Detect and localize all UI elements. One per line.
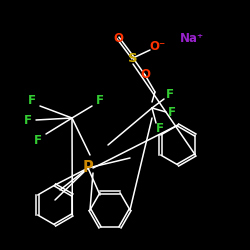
Text: Na⁺: Na⁺	[180, 32, 204, 44]
Text: F: F	[156, 122, 164, 134]
Text: O: O	[140, 68, 150, 82]
Text: F: F	[28, 94, 36, 106]
Text: F: F	[24, 114, 32, 126]
Text: F: F	[168, 106, 176, 118]
Text: O⁻: O⁻	[150, 40, 166, 52]
Text: O: O	[113, 32, 123, 44]
Text: F: F	[34, 134, 42, 146]
Text: P: P	[82, 160, 94, 176]
Text: S: S	[128, 52, 138, 64]
Text: F: F	[166, 88, 174, 102]
Text: F: F	[96, 94, 104, 106]
